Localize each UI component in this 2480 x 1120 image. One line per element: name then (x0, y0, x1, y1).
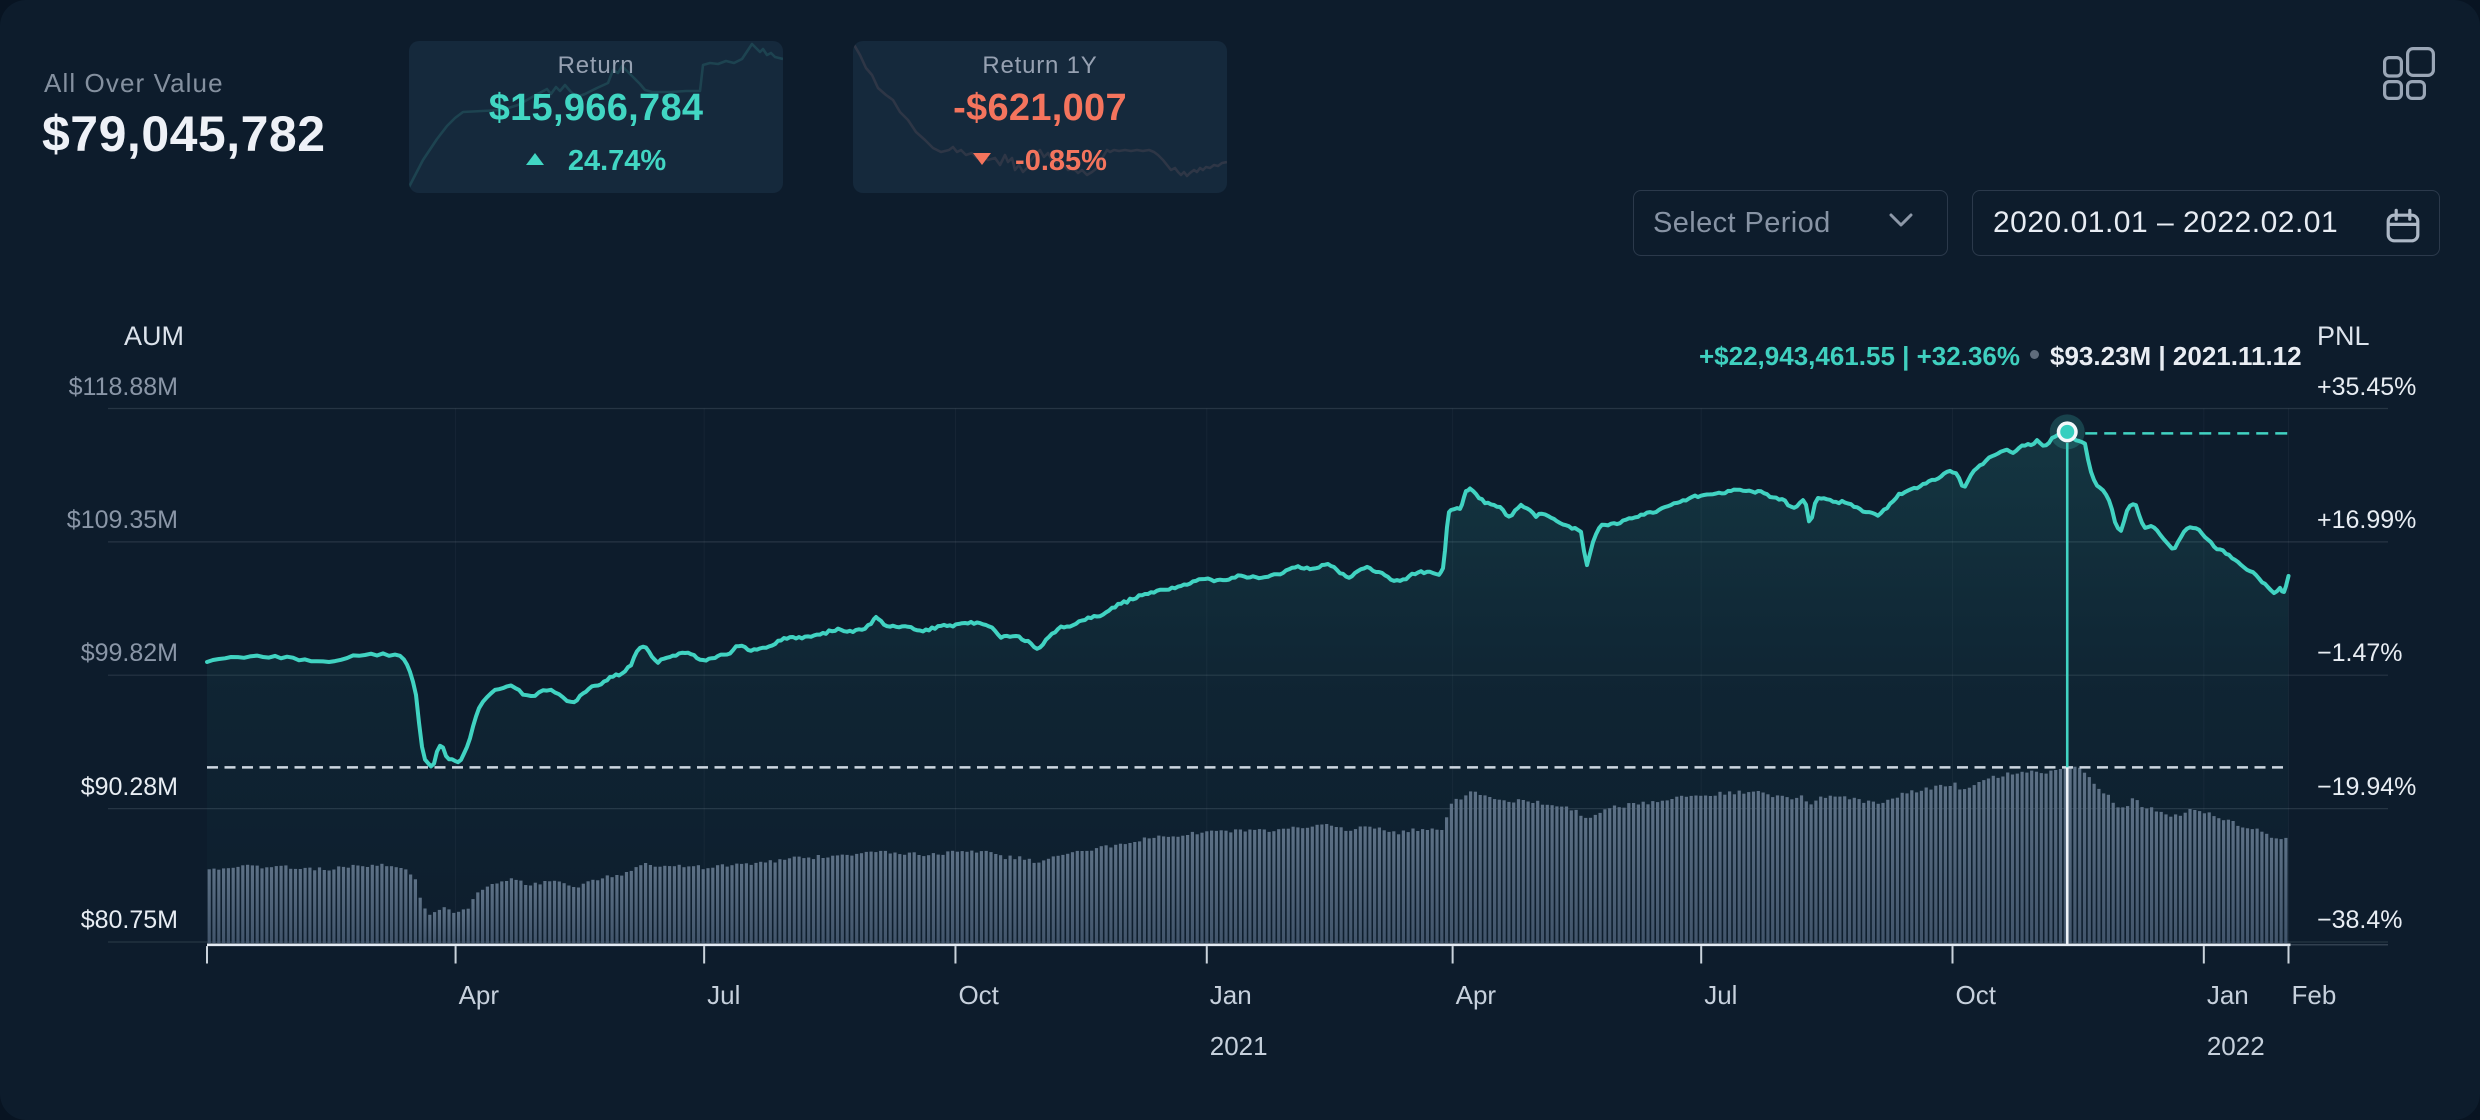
all-over-value-label: All Over Value (44, 68, 224, 98)
all-over-value: $79,045,782 (42, 106, 326, 162)
select-period-label: Select Period (1653, 206, 1831, 239)
right-axis-tick-label: +16.99% (2317, 505, 2417, 534)
x-axis-month-label: Oct (1955, 980, 1996, 1010)
x-axis-month-label: Oct (958, 980, 999, 1010)
x-axis-month-label: Jul (1704, 980, 1738, 1010)
return-card[interactable]: Return $15,966,784 24.74% (409, 41, 783, 193)
dashboard-grid-icon[interactable] (2383, 47, 2435, 100)
x-axis-month-label: Jan (2206, 980, 2249, 1010)
left-axis-tick-label: $118.88M (68, 372, 178, 401)
return-card-sparkline (409, 42, 783, 188)
return-1y-card-value: -$621,007 (953, 87, 1127, 129)
arrow-up-icon (525, 153, 544, 166)
right-axis-tick-label: −19.94% (2317, 772, 2417, 801)
chevron-down-icon (1889, 213, 1913, 227)
date-range-picker[interactable]: 2020.01.01 – 2022.02.01 (1972, 190, 2440, 256)
x-axis-month-label: Feb (2291, 980, 2337, 1010)
x-axis-month-label: Apr (1455, 980, 1497, 1010)
return-1y-card[interactable]: Return 1Y -$621,007 -0.85% (853, 41, 1227, 193)
return-1y-card-delta: -0.85% (853, 145, 1227, 178)
x-axis-month-label: Apr (458, 980, 500, 1010)
right-axis-tick-label: −38.4% (2317, 906, 2403, 934)
x-axis-month-label: Jan (1209, 980, 1252, 1010)
left-axis-title: AUM (124, 321, 184, 351)
return-card-title: Return (557, 52, 635, 79)
right-axis-tick-label: −1.47% (2317, 639, 2403, 668)
return-1y-card-sparkline (853, 42, 1227, 178)
arrow-down-icon (973, 153, 992, 166)
return-card-value: $15,966,784 (488, 87, 704, 129)
left-axis-tick-label: $80.75M (80, 906, 178, 934)
x-axis-month-label: Jul (707, 980, 741, 1010)
x-axis-year-label: 2022 (2206, 1031, 2265, 1061)
right-axis-title: PNL (2317, 321, 2370, 351)
date-range-value: 2020.01.01 – 2022.02.01 (1993, 206, 2339, 239)
tooltip-value-text: $93.23M | 2021.11.12 (2050, 341, 2302, 371)
left-axis-tick-label: $90.28M (80, 772, 178, 801)
tooltip-pnl-text: +$22,943,461.55 | +32.36% (1698, 341, 2020, 371)
tooltip-separator-dot (2030, 350, 2039, 359)
x-axis-year-label: 2021 (1209, 1031, 1268, 1061)
select-period-dropdown[interactable]: Select Period (1633, 190, 1948, 256)
return-card-delta: 24.74% (409, 145, 783, 178)
right-axis-tick-label: +35.45% (2317, 372, 2417, 401)
calendar-icon (2386, 208, 2420, 243)
left-axis-tick-label: $99.82M (80, 639, 178, 668)
left-axis-tick-label: $109.35M (66, 505, 178, 534)
return-1y-card-title: Return 1Y (982, 52, 1098, 79)
